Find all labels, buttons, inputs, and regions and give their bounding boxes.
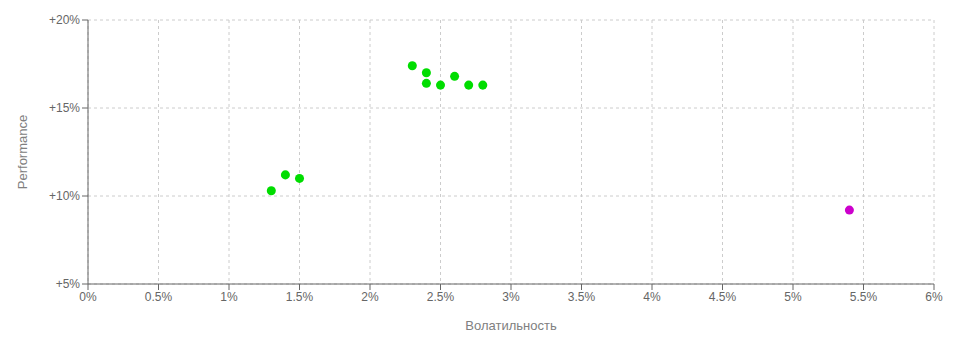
svg-text:5.5%: 5.5% xyxy=(850,290,878,304)
svg-text:0.5%: 0.5% xyxy=(145,290,173,304)
svg-text:Волатильность: Волатильность xyxy=(465,318,557,333)
svg-text:2%: 2% xyxy=(361,290,379,304)
svg-text:Performance: Performance xyxy=(15,115,30,189)
svg-text:1.5%: 1.5% xyxy=(286,290,314,304)
svg-text:4%: 4% xyxy=(643,290,661,304)
svg-text:5%: 5% xyxy=(784,290,802,304)
svg-text:+15%: +15% xyxy=(49,101,80,115)
svg-text:+20%: +20% xyxy=(49,13,80,27)
svg-text:1%: 1% xyxy=(220,290,238,304)
svg-text:+5%: +5% xyxy=(56,277,81,291)
svg-text:3%: 3% xyxy=(502,290,520,304)
svg-text:3.5%: 3.5% xyxy=(568,290,596,304)
svg-text:0%: 0% xyxy=(79,290,97,304)
svg-text:+10%: +10% xyxy=(49,189,80,203)
svg-text:2.5%: 2.5% xyxy=(427,290,455,304)
svg-text:6%: 6% xyxy=(925,290,943,304)
svg-text:4.5%: 4.5% xyxy=(709,290,737,304)
